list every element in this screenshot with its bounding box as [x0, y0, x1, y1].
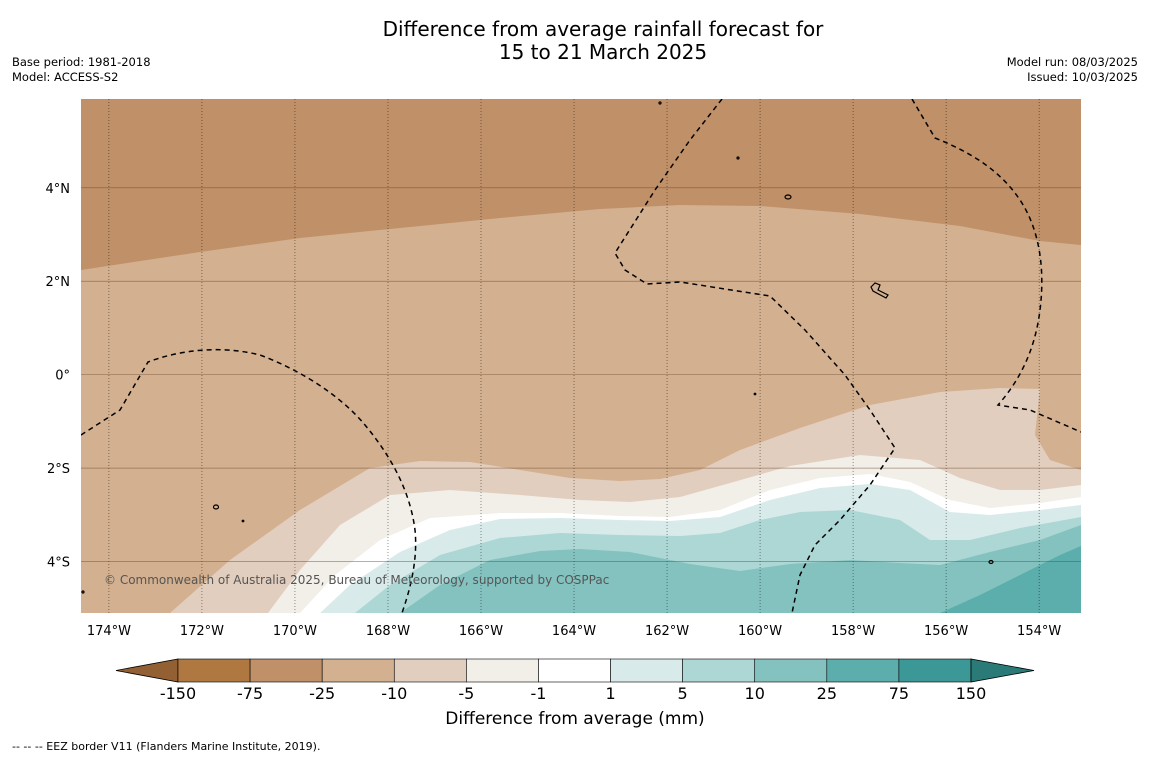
island	[736, 156, 740, 160]
latitude-labels: 4°N 2°N 0° 2°S 4°S	[46, 182, 71, 571]
longitude-tick-label: 156°W	[924, 624, 968, 639]
colorbar-tick-label: -5	[458, 684, 475, 703]
longitude-labels: 174°W 172°W 170°W 168°W 166°W 164°W 162°W 160°W…	[87, 624, 1062, 639]
latitude-tick-label: 2°N	[46, 275, 71, 290]
colorbar-segment	[466, 658, 539, 683]
map-title: Difference from average rainfall forecas…	[0, 18, 1150, 64]
colorbar-segment	[682, 658, 756, 683]
colorbar-segment	[754, 658, 828, 683]
longitude-tick-label: 166°W	[459, 624, 503, 639]
island	[81, 590, 85, 594]
island	[212, 504, 220, 510]
model-run: Model run: 08/03/2025	[1006, 55, 1138, 69]
latitude-tick-label: 4°N	[46, 182, 71, 197]
colorbar-segment	[898, 658, 972, 683]
longitude-tick-label: 160°W	[738, 624, 782, 639]
title-line-1: Difference from average rainfall forecas…	[382, 17, 824, 41]
colorbar-tick-label: -150	[159, 684, 197, 703]
meta-left: Base period: 1981-2018 Model: ACCESS-S2	[12, 55, 151, 85]
eez-border-central	[614, 99, 896, 613]
eez-legend-note: -- -- -- EEZ border V11 (Flanders Marine…	[12, 740, 321, 753]
colorbar-tick-label: 10	[744, 684, 765, 703]
latitude-tick-label: 4°S	[47, 556, 70, 571]
longitude-tick-label: 174°W	[87, 624, 131, 639]
colorbar-tick-label: 150	[955, 684, 987, 703]
colorbar-tick-label: 25	[816, 684, 837, 703]
islands	[81, 101, 994, 594]
rainfall-map: © Commonwealth of Australia 2025, Bureau…	[46, 99, 1081, 683]
island	[870, 282, 889, 299]
colorbar-segment	[538, 658, 611, 683]
colorbar-tick-label: -10	[381, 684, 408, 703]
island	[988, 559, 994, 565]
colorbar-segment	[177, 658, 251, 683]
colorbar-extension-low	[115, 658, 179, 683]
longitude-tick-label: 168°W	[366, 624, 410, 639]
latitude-tick-label: 2°S	[47, 462, 70, 477]
meta-right: Model run: 08/03/2025 Issued: 10/03/2025	[1007, 55, 1138, 85]
model-name: Model: ACCESS-S2	[12, 70, 119, 84]
colorbar-tick-label: -1	[530, 684, 547, 703]
colorbar-segment	[321, 658, 395, 683]
longitude-tick-label: 170°W	[273, 624, 317, 639]
colorbar-segment	[249, 658, 323, 683]
map-area: © Commonwealth of Australia 2025, Bureau…	[81, 99, 1081, 613]
island	[784, 194, 792, 200]
colorbar-tick-label: -25	[309, 684, 336, 703]
colorbar-tick-label: 5	[677, 684, 688, 703]
longitude-tick-label: 162°W	[645, 624, 689, 639]
longitude-tick-label: 158°W	[831, 624, 875, 639]
eez-border-west	[81, 348, 417, 613]
zone-25-to-75	[940, 546, 1081, 613]
zone-10-to-25	[400, 525, 1081, 613]
issued-date: Issued: 10/03/2025	[1027, 70, 1138, 84]
copyright-notice: © Commonwealth of Australia 2025, Bureau…	[104, 573, 609, 587]
colorbar-segment	[826, 658, 900, 683]
latitude-tick-label: 0°	[55, 369, 70, 384]
graticule	[81, 99, 1081, 613]
colorbar-segment	[393, 658, 467, 683]
longitude-tick-label: 164°W	[552, 624, 596, 639]
title-line-2: 15 to 21 March 2025	[498, 40, 708, 64]
island	[753, 392, 757, 396]
longitude-tick-label: 154°W	[1017, 624, 1061, 639]
base-period: Base period: 1981-2018	[12, 55, 151, 69]
colorbar-tick-label: -75	[237, 684, 264, 703]
colorbar-extension-high	[970, 658, 1035, 683]
colorbar-title: Difference from average (mm)	[445, 709, 705, 729]
colorbar-tick-label: 1	[605, 684, 616, 703]
island	[658, 101, 662, 105]
colorbar-segment	[610, 658, 683, 683]
eez-border-east	[911, 99, 1081, 433]
eez-borders	[81, 99, 1081, 613]
longitude-tick-label: 172°W	[180, 624, 224, 639]
island	[241, 519, 245, 523]
colorbar	[115, 658, 1035, 683]
colorbar-tick-label: 75	[888, 684, 910, 703]
